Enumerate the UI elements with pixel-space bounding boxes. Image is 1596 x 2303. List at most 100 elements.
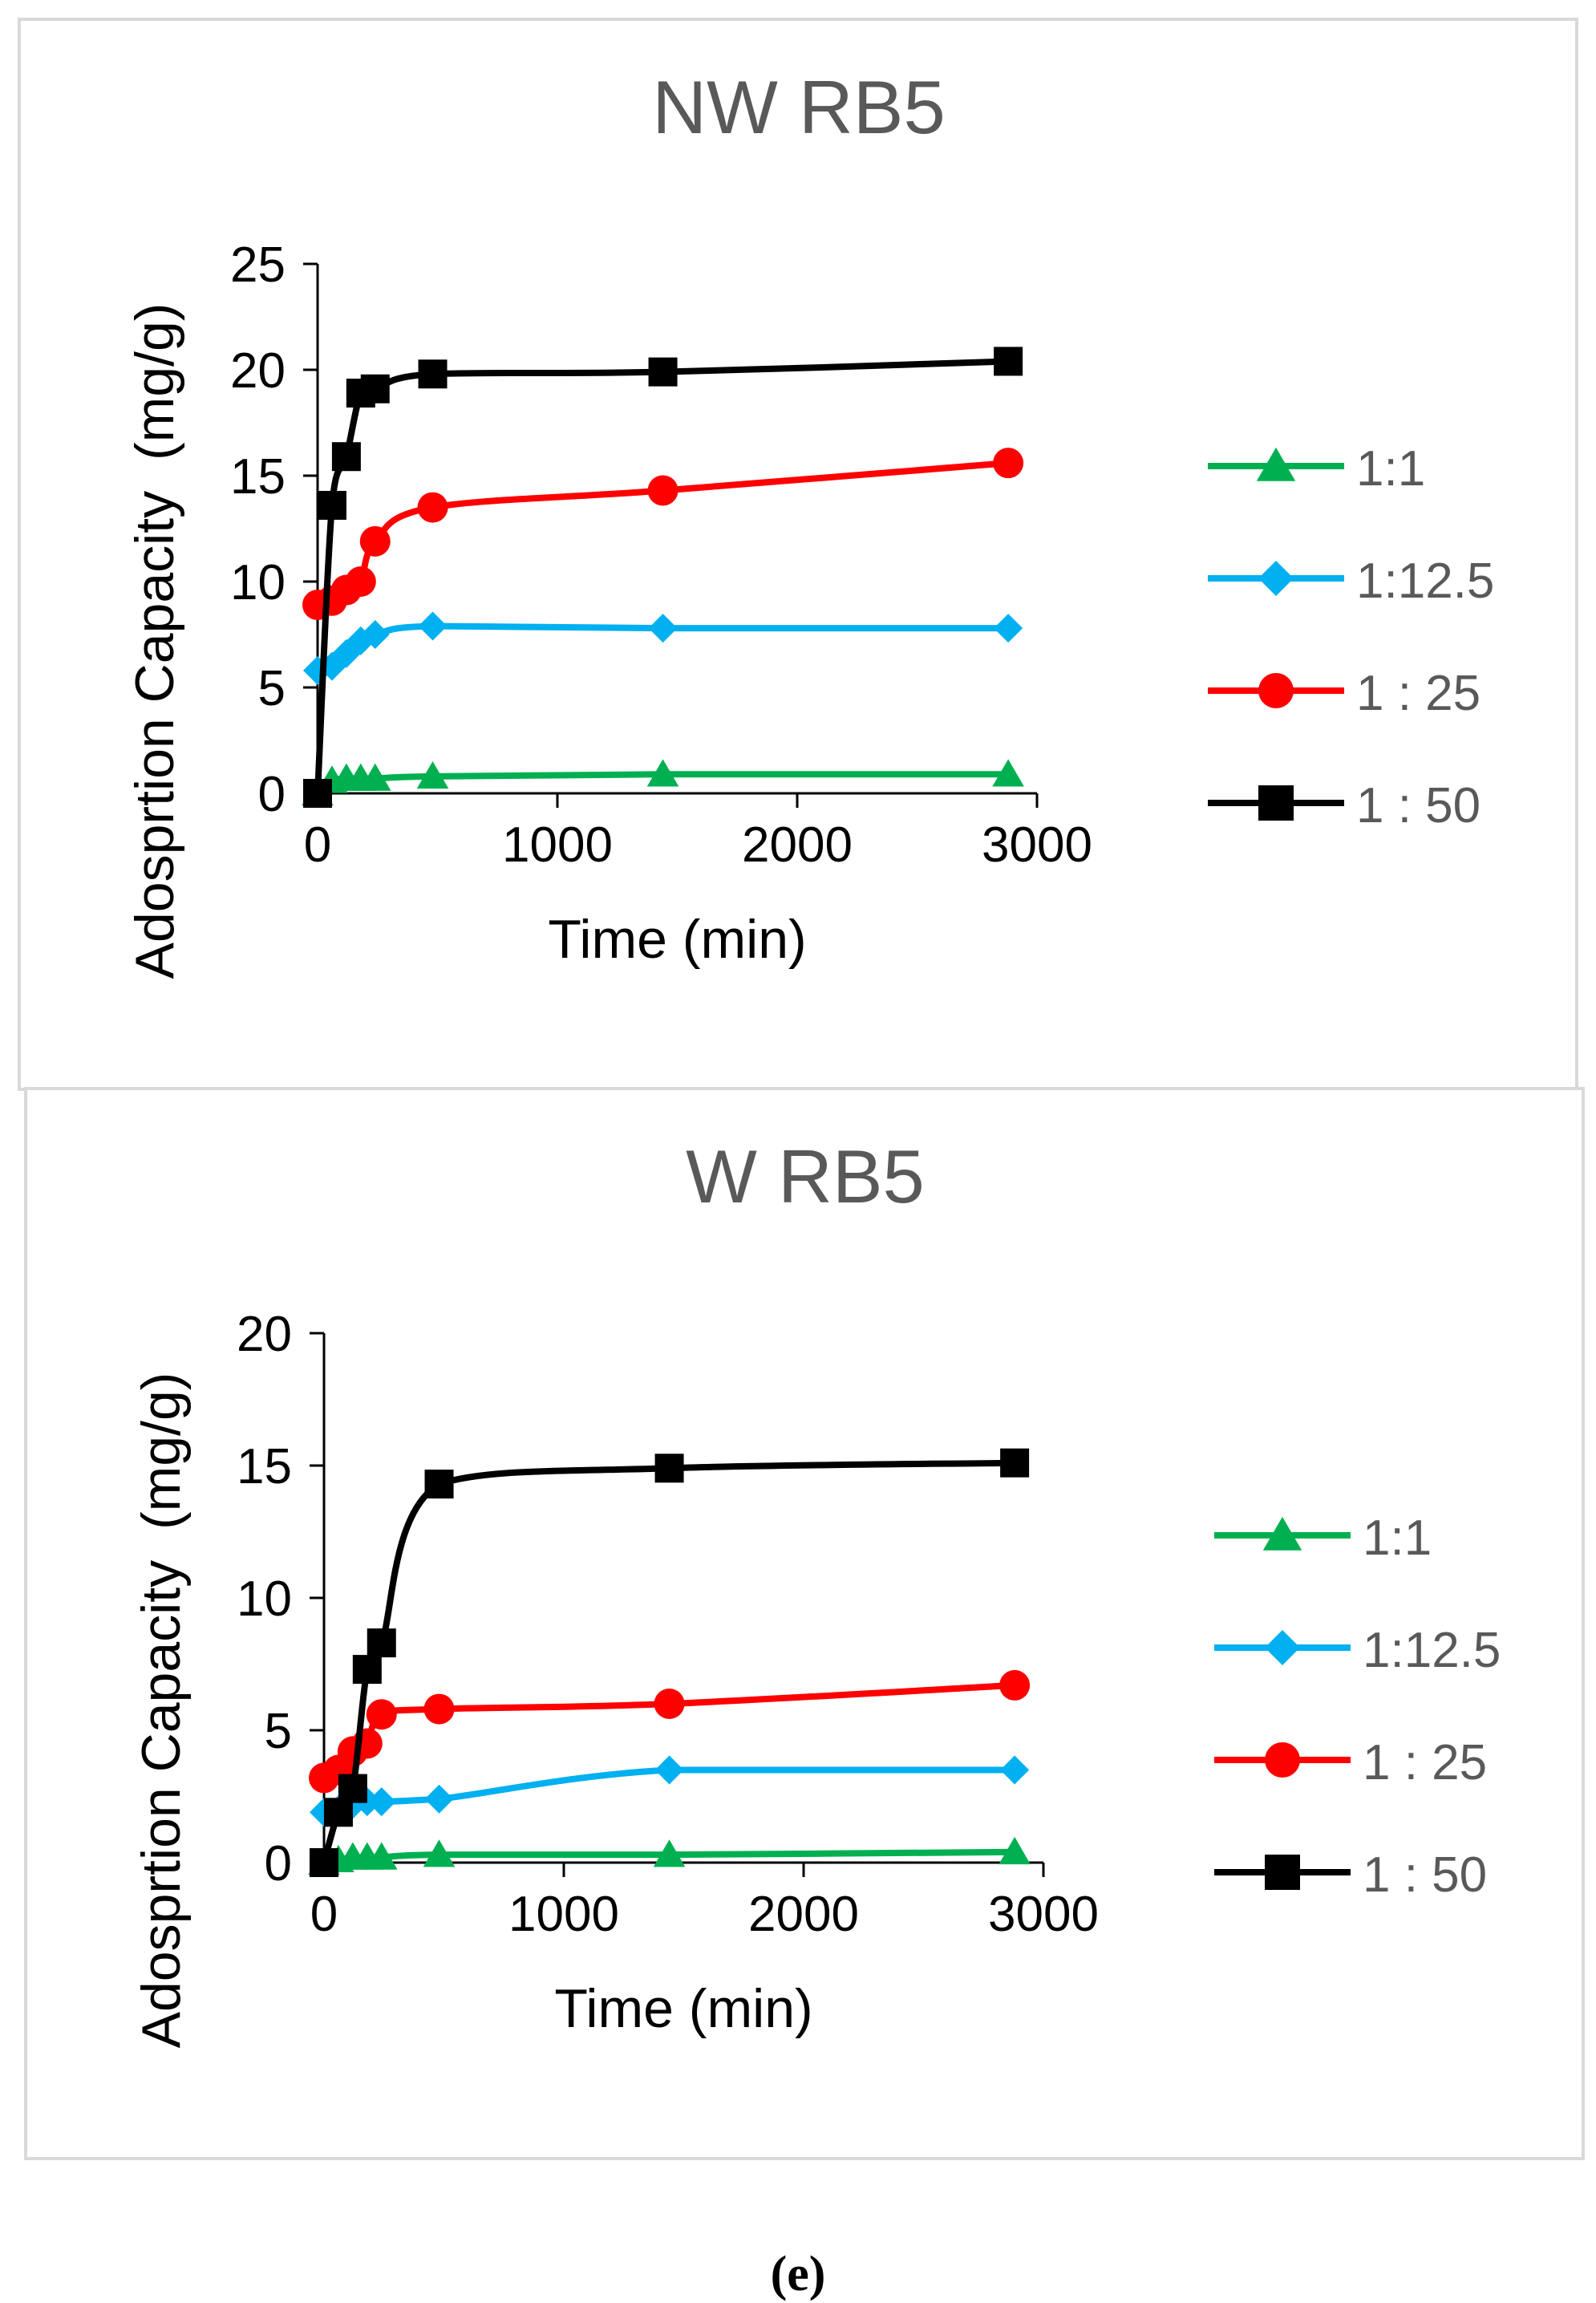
legend-marker bbox=[1258, 561, 1294, 596]
chart-title: W RB5 bbox=[686, 1134, 925, 1218]
y-tick-label: 10 bbox=[237, 1571, 292, 1627]
data-point bbox=[360, 374, 390, 403]
data-point bbox=[331, 442, 361, 472]
legend-marker bbox=[1265, 1630, 1300, 1665]
data-point bbox=[654, 1454, 684, 1483]
y-tick-label: 5 bbox=[258, 661, 286, 716]
x-tick-label: 3000 bbox=[988, 1887, 1099, 1942]
data-point bbox=[417, 492, 448, 523]
data-point bbox=[994, 614, 1023, 643]
x-axis-label: Time (min) bbox=[554, 1978, 812, 2039]
y-tick-label: 15 bbox=[237, 1439, 292, 1494]
data-point bbox=[366, 1699, 397, 1730]
legend-entry-1-12.5: 1:12.5 bbox=[1208, 553, 1494, 609]
chart-title: NW RB5 bbox=[652, 65, 946, 149]
legend-marker bbox=[1258, 785, 1294, 821]
chart-panel-w-rb5: W RB5 0 5 10 15 20 0 1000 2000 3000 Time (min) Ados… bbox=[24, 1087, 1585, 2160]
data-point bbox=[358, 763, 391, 791]
data-point bbox=[999, 1836, 1031, 1865]
legend-entry-1-1: 1:1 bbox=[1214, 1510, 1432, 1566]
y-axis-label: Adosprtion Capacity (mg/g) bbox=[131, 1372, 192, 2049]
x-tick-label: 0 bbox=[304, 817, 331, 873]
data-point bbox=[424, 1784, 454, 1814]
legend-entry-1-12.5: 1:12.5 bbox=[1214, 1623, 1501, 1678]
legend-entry-1-1: 1:1 bbox=[1208, 441, 1425, 497]
data-point bbox=[317, 490, 346, 520]
legend-label: 1 : 25 bbox=[1356, 666, 1481, 721]
legend-entry-1-50: 1 : 50 bbox=[1214, 1847, 1487, 1903]
data-point bbox=[303, 779, 332, 808]
x-axis-label: Time (min) bbox=[548, 909, 806, 970]
series-1-1 bbox=[302, 759, 1024, 806]
legend-entry-1-25: 1 : 25 bbox=[1214, 1735, 1487, 1790]
y-tick-label: 15 bbox=[230, 449, 286, 505]
legend-label: 1 : 25 bbox=[1363, 1735, 1487, 1790]
data-point bbox=[365, 1842, 398, 1870]
data-point bbox=[423, 1839, 456, 1867]
data-point bbox=[352, 1655, 382, 1685]
data-point bbox=[648, 357, 678, 387]
legend-label: 1 : 50 bbox=[1356, 778, 1481, 833]
data-point bbox=[423, 1693, 455, 1725]
series-1-12.5 bbox=[303, 611, 1023, 685]
legend-label: 1:1 bbox=[1363, 1510, 1432, 1566]
data-point bbox=[654, 1689, 685, 1719]
legend-marker bbox=[1256, 447, 1296, 481]
data-point bbox=[418, 611, 448, 641]
chart-w-rb5: W RB5 0 5 10 15 20 0 1000 2000 3000 Time (min) Ados… bbox=[131, 1134, 1501, 2049]
x-tick-label: 3000 bbox=[982, 817, 1092, 873]
x-tick-label: 2000 bbox=[742, 817, 853, 873]
series-1-12.5 bbox=[310, 1755, 1030, 1827]
series-1-25 bbox=[309, 1669, 1031, 1794]
data-point bbox=[993, 448, 1024, 479]
data-point bbox=[654, 1755, 684, 1785]
data-point bbox=[367, 1787, 396, 1817]
legend-label: 1:12.5 bbox=[1356, 553, 1494, 609]
legend-marker bbox=[1265, 1742, 1300, 1778]
y-tick-label: 20 bbox=[230, 343, 286, 399]
legend-marker bbox=[1265, 1855, 1300, 1890]
series-1-50 bbox=[303, 347, 1023, 808]
data-point bbox=[647, 475, 679, 506]
y-tick-label: 0 bbox=[258, 767, 286, 822]
data-point bbox=[653, 1839, 686, 1867]
legend-label: 1 : 50 bbox=[1363, 1847, 1487, 1903]
x-tick-label: 1000 bbox=[502, 817, 613, 873]
x-tick-label: 0 bbox=[310, 1887, 338, 1942]
y-tick-label: 5 bbox=[265, 1704, 292, 1759]
data-point bbox=[999, 1669, 1031, 1701]
data-point bbox=[359, 525, 391, 557]
data-point bbox=[992, 759, 1024, 787]
chart-panel-nw-rb5: NW RB5 0 5 10 15 20 25 0 1000 2000 3000 Time (min) A… bbox=[18, 18, 1578, 1091]
chart-nw-rb5: NW RB5 0 5 10 15 20 25 0 1000 2000 3000 Time (min) A… bbox=[124, 65, 1494, 979]
y-tick-label: 0 bbox=[265, 1836, 292, 1891]
legend-entry-1-50: 1 : 50 bbox=[1208, 778, 1481, 833]
data-point bbox=[994, 347, 1023, 376]
data-point bbox=[416, 760, 449, 789]
series-line-1-50 bbox=[314, 358, 1009, 794]
data-point bbox=[1000, 1755, 1030, 1785]
data-point bbox=[310, 1848, 338, 1877]
data-point bbox=[367, 1628, 396, 1658]
series-1-1 bbox=[308, 1836, 1031, 1875]
series-1-50 bbox=[310, 1448, 1030, 1877]
x-tick-label: 2000 bbox=[748, 1887, 859, 1942]
data-point bbox=[345, 566, 376, 597]
y-tick-label: 25 bbox=[230, 237, 286, 293]
legend-marker bbox=[1258, 673, 1294, 708]
data-point bbox=[1000, 1448, 1030, 1478]
data-point bbox=[418, 359, 448, 389]
data-point bbox=[338, 1774, 367, 1803]
data-point bbox=[648, 614, 678, 643]
x-tick-label: 1000 bbox=[508, 1887, 619, 1942]
y-axis-label: Adosprtion Capacity (mg/g) bbox=[124, 303, 185, 979]
data-point bbox=[424, 1470, 454, 1499]
y-tick-label: 20 bbox=[237, 1307, 292, 1362]
y-tick-label: 10 bbox=[230, 555, 286, 610]
series-1-25 bbox=[302, 448, 1024, 621]
legend-entry-1-25: 1 : 25 bbox=[1208, 666, 1481, 721]
legend-label: 1:1 bbox=[1356, 441, 1425, 497]
legend-marker bbox=[1262, 1516, 1302, 1551]
legend-label: 1:12.5 bbox=[1363, 1623, 1501, 1678]
data-point bbox=[646, 759, 679, 787]
